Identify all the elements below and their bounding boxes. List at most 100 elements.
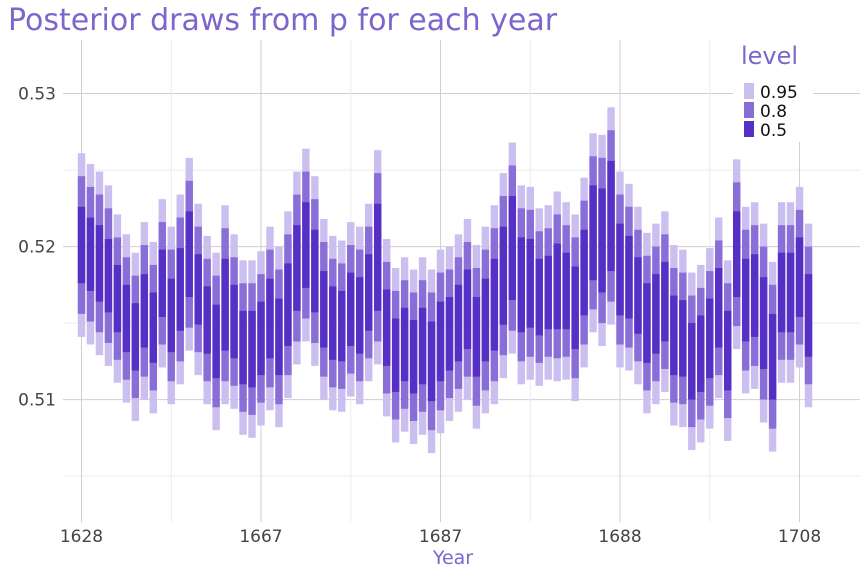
interval-50-bar — [347, 272, 355, 347]
interval-50-bar — [86, 217, 95, 291]
legend-key-050 — [744, 121, 754, 137]
interval-50-bar — [293, 225, 301, 311]
interval-50-bar — [732, 211, 741, 298]
interval-50-bar — [589, 185, 597, 281]
interval-50-bar — [320, 271, 328, 348]
interval-50-bar — [95, 225, 104, 302]
interval-50-bar — [652, 274, 660, 354]
y-tick-label: 0.51 — [18, 391, 56, 411]
legend-key-080 — [744, 102, 754, 118]
x-tick-label: 1687 — [419, 527, 462, 547]
interval-50-bar — [436, 301, 445, 382]
interval-50-bar — [329, 286, 337, 360]
interval-50-bar — [625, 235, 633, 319]
interval-50-bar — [140, 274, 149, 348]
interval-50-bar — [724, 310, 732, 391]
interval-50-bar — [409, 320, 418, 394]
interval-50-bar — [239, 310, 247, 385]
interval-50-bar — [706, 298, 714, 379]
x-tick-label: 1667 — [239, 527, 282, 547]
interval-50-bar — [777, 252, 786, 333]
interval-50-bar — [517, 237, 525, 333]
interval-50-bar — [113, 264, 122, 333]
interval-50-bar — [302, 202, 310, 288]
y-tick-label: 0.53 — [18, 85, 56, 105]
legend-label-095: 0.95 — [760, 83, 798, 103]
interval-50-bar — [230, 284, 238, 359]
chart-title: Posterior draws from p for each year — [8, 3, 558, 38]
interval-50-bar — [275, 298, 283, 376]
interval-50-bar — [248, 310, 256, 388]
x-tick-label: 1688 — [598, 527, 641, 547]
interval-50-bar — [481, 278, 490, 362]
interval-50-bar — [750, 254, 759, 337]
legend-key-095 — [744, 83, 754, 99]
interval-50-bar — [490, 258, 499, 351]
interval-50-bar — [427, 321, 436, 402]
interval-50-bar — [445, 297, 454, 371]
interval-50-bar — [499, 226, 508, 325]
interval-50-bar — [768, 313, 777, 400]
legend-label-050: 0.5 — [760, 121, 787, 141]
interval-bars — [77, 107, 813, 454]
interval-50-bar — [562, 252, 570, 330]
interval-50-bar — [607, 160, 615, 272]
interval-50-bar — [176, 248, 184, 331]
interval-50-bar — [571, 266, 579, 350]
interval-50-bar — [508, 196, 517, 301]
interval-50-bar — [616, 223, 624, 316]
interval-50-bar — [741, 258, 750, 342]
interval-50-bar — [266, 278, 274, 359]
interval-50-bar — [643, 283, 651, 363]
interval-50-bar — [382, 289, 391, 366]
interval-50-bar — [149, 292, 158, 363]
interval-50-bar — [634, 257, 642, 334]
x-axis-ticks: 1628 1667 1687 1688 1708 — [60, 527, 821, 547]
interval-50-bar — [338, 290, 346, 362]
interval-50-bar — [167, 278, 175, 353]
interval-50-bar — [598, 188, 606, 293]
interval-50-bar — [688, 323, 696, 400]
interval-50-bar — [804, 274, 813, 357]
interval-50-bar — [463, 269, 472, 350]
interval-50-bar — [311, 229, 319, 313]
interval-50-bar — [365, 254, 373, 331]
interval-50-bar — [679, 300, 687, 377]
interval-50-bar — [373, 203, 382, 311]
interval-50-bar — [544, 255, 552, 330]
legend: level 0.95 0.8 0.5 — [733, 40, 813, 142]
interval-50-bar — [661, 261, 669, 342]
interval-50-bar — [122, 284, 131, 353]
x-axis-label: Year — [432, 547, 473, 569]
interval-50-bar — [77, 206, 86, 284]
interval-50-bar — [795, 237, 804, 317]
x-tick-label: 1708 — [778, 527, 821, 547]
interval-50-bar — [185, 211, 193, 298]
interval-50-bar — [786, 252, 795, 333]
legend-label-080: 0.8 — [760, 102, 787, 122]
interval-50-bar — [158, 249, 166, 317]
interval-50-bar — [580, 229, 588, 316]
interval-50-bar — [284, 263, 292, 347]
y-tick-label: 0.52 — [18, 238, 56, 258]
interval-50-bar — [418, 307, 427, 385]
interval-50-bar — [759, 277, 768, 369]
legend-title: level — [741, 42, 798, 70]
interval-50-bar — [356, 277, 364, 354]
interval-50-bar — [391, 318, 400, 392]
interval-50-bar — [194, 254, 202, 325]
interval-50-bar — [257, 301, 265, 376]
interval-50-bar — [454, 284, 463, 362]
interval-50-bar — [472, 297, 481, 377]
interval-50-bar — [131, 303, 140, 371]
interval-50-bar — [400, 307, 409, 382]
interval-50-bar — [715, 267, 723, 348]
interval-50-bar — [104, 238, 113, 313]
interval-50-bar — [670, 295, 678, 376]
x-tick-label: 1628 — [60, 527, 103, 547]
interval-50-bar — [697, 315, 705, 392]
interval-50-bar — [535, 258, 543, 336]
interval-50-bar — [553, 243, 561, 330]
interval-50-bar — [221, 258, 229, 351]
